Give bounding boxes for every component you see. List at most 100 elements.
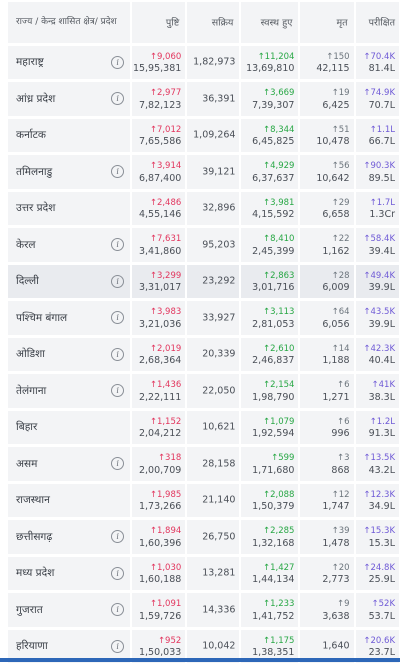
tested-cell: ↑52K 53.7L [355, 593, 400, 627]
header-active-label: सक्रिय [211, 17, 234, 29]
info-icon[interactable]: i [111, 347, 125, 361]
tested-delta: ↑13.5K [363, 453, 396, 463]
deceased-cell: ↑28 6,009 [300, 264, 354, 298]
header-confirmed[interactable]: पुष्टि [132, 1, 186, 43]
confirmed-value: 1,73,266 [138, 501, 182, 512]
tested-value: 39.4L [368, 245, 396, 257]
recovered-cell: ↑1,427 1,44,134 [241, 556, 299, 590]
header-tested[interactable]: परीक्षित [355, 1, 400, 43]
state-cell[interactable]: छत्तीसगढ़ i [8, 520, 131, 554]
tested-cell: ↑49.4K 39.9L [355, 264, 400, 298]
state-cell[interactable]: आंध्र प्रदेश i [8, 82, 131, 116]
info-icon[interactable]: i [111, 457, 125, 471]
state-name: असम [16, 457, 38, 470]
info-icon[interactable]: i [111, 384, 125, 398]
state-cell[interactable]: ओडिशा i [8, 337, 131, 371]
table-row[interactable]: पश्चिम बंगाल i ↑3,983 3,21,036 33,927 ↑3,113 2… [0, 300, 400, 337]
confirmed-cell: ↑952 1,50,033 [132, 629, 186, 663]
info-icon[interactable]: i [111, 238, 125, 252]
table-row[interactable]: गुजरात i ↑1,091 1,59,726 14,336 ↑1,233 1,41,75… [0, 592, 400, 629]
table-row[interactable]: आंध्र प्रदेश i ↑2,977 7,82,123 36,391 ↑3,669 7… [0, 81, 400, 118]
state-cell[interactable]: हरियाणा i [8, 629, 131, 663]
deceased-value: 2,773 [322, 574, 350, 585]
deceased-delta: ↑28 [331, 270, 350, 281]
active-value: 39,121 [202, 166, 236, 178]
info-icon[interactable]: i [111, 55, 125, 69]
confirmed-value: 1,59,726 [138, 610, 182, 622]
header-recovered[interactable]: स्वस्थ हुए [241, 1, 299, 43]
table-row[interactable]: महाराष्ट्र i ↑9,060 15,95,381 1,82,973 ↑11,20… [0, 44, 400, 81]
state-cell[interactable]: तेलंगाना i [8, 374, 131, 408]
tested-cell: ↑20.6K 23.7L [355, 629, 400, 663]
state-cell[interactable]: दिल्ली i [8, 264, 131, 298]
header-deceased[interactable]: मृत [300, 1, 354, 43]
info-icon[interactable]: i [111, 566, 125, 580]
table-row[interactable]: असम i ↑318 2,00,709 28,158 ↑599 1,71,680 ↑3 868 ↑… [0, 446, 400, 483]
info-icon[interactable]: i [111, 311, 125, 325]
state-cell[interactable]: उत्तर प्रदेश [8, 191, 131, 225]
confirmed-delta: ↑1,152 [149, 416, 182, 427]
state-name: कर्नाटक [16, 129, 46, 142]
header-active[interactable]: सक्रिय [187, 1, 240, 43]
state-cell[interactable]: पश्चिम बंगाल i [8, 301, 131, 335]
info-icon[interactable]: i [111, 530, 125, 544]
table-row[interactable]: कर्नाटक ↑7,012 7,65,586 1,09,264 ↑8,344 6,45,… [0, 117, 400, 154]
recovered-delta: ↑1,233 [262, 599, 295, 609]
active-value: 28,158 [202, 458, 236, 470]
table-row[interactable]: उत्तर प्रदेश ↑2,486 4,55,146 32,896 ↑3,981 4,… [0, 190, 400, 227]
tested-delta: ↑42.3K [363, 343, 396, 354]
state-cell[interactable]: गुजरात i [8, 593, 131, 627]
state-cell[interactable]: राजस्थान [8, 483, 131, 517]
active-cell: 26,750 [187, 520, 240, 554]
tested-value: 43.2L [368, 464, 396, 476]
deceased-delta: ↑56 [331, 161, 350, 171]
header-confirmed-label: पुष्टि [165, 17, 180, 29]
deceased-cell: ↑3 868 [300, 447, 354, 481]
tested-value: 1.3Cr [369, 209, 396, 220]
recovered-cell: ↑3,113 2,81,053 [241, 301, 299, 335]
deceased-delta: ↑12 [331, 489, 350, 500]
active-value: 36,391 [202, 93, 236, 105]
deceased-delta: ↑14 [331, 343, 350, 354]
info-icon[interactable]: i [111, 92, 125, 106]
deceased-cell: ↑64 6,056 [300, 301, 354, 335]
table-row[interactable]: दिल्ली i ↑3,299 3,31,017 23,292 ↑2,863 3,01,71… [0, 263, 400, 300]
state-cell[interactable]: मध्य प्रदेश i [8, 556, 131, 590]
state-cell[interactable]: केरल i [8, 228, 131, 262]
table-row[interactable]: तेलंगाना i ↑1,436 2,22,111 22,050 ↑2,154 1,98,… [0, 373, 400, 410]
confirmed-delta: ↑3,983 [149, 307, 182, 317]
state-cell[interactable]: कर्नाटक [8, 118, 131, 152]
state-cell[interactable]: बिहार [8, 410, 131, 444]
deceased-delta: ↑22 [331, 234, 350, 244]
confirmed-cell: ↑1,985 1,73,266 [132, 483, 186, 517]
header-state[interactable]: राज्य / केन्द्र शासित क्षेत्र/ प्रदेश [8, 1, 131, 43]
confirmed-delta: ↑1,985 [149, 489, 182, 500]
recovered-value: 4,15,592 [252, 209, 295, 220]
table-row[interactable]: बिहार ↑1,152 2,04,212 10,621 ↑1,079 1,92,594 ↑… [0, 409, 400, 446]
confirmed-value: 1,60,188 [138, 574, 182, 585]
confirmed-value: 2,00,709 [138, 464, 182, 476]
tested-value: 91.3L [368, 428, 396, 439]
table-row[interactable]: ओडिशा i ↑2,019 2,68,364 20,339 ↑2,610 2,46,837… [0, 336, 400, 373]
table-row[interactable]: तमिलनाडु i ↑3,914 6,87,400 39,121 ↑4,929 6,37,… [0, 154, 400, 191]
state-cell[interactable]: तमिलनाडु i [8, 155, 131, 189]
table-row[interactable]: केरल i ↑7,631 3,41,860 95,203 ↑8,410 2,45,399 ↑… [0, 227, 400, 264]
active-value: 95,203 [202, 239, 236, 251]
table-row[interactable]: हरियाणा i ↑952 1,50,033 10,042 ↑1,175 1,38,351… [0, 628, 400, 665]
table-row[interactable]: राजस्थान ↑1,985 1,73,266 21,140 ↑2,088 1,50,3… [0, 482, 400, 519]
info-icon[interactable]: i [111, 274, 125, 288]
table-row[interactable]: छत्तीसगढ़ i ↑1,894 1,60,396 26,750 ↑2,285 1,32… [0, 519, 400, 556]
recovered-delta: ↑3,113 [262, 307, 295, 317]
info-icon[interactable]: i [111, 603, 125, 617]
state-cell[interactable]: असम i [8, 447, 131, 481]
table-row[interactable]: मध्य प्रदेश i ↑1,030 1,60,188 13,281 ↑1,427 1,… [0, 555, 400, 592]
recovered-value: 2,81,053 [252, 318, 295, 330]
info-icon[interactable]: i [111, 639, 125, 653]
recovered-delta: ↑1,079 [262, 416, 295, 427]
recovered-cell: ↑2,088 1,50,379 [241, 483, 299, 517]
active-cell: 1,09,264 [187, 118, 240, 152]
state-cell[interactable]: महाराष्ट्र i [8, 45, 131, 79]
info-icon[interactable]: i [111, 165, 125, 179]
active-value: 26,750 [202, 531, 236, 543]
table-body: महाराष्ट्र i ↑9,060 15,95,381 1,82,973 ↑11,20… [0, 44, 400, 665]
